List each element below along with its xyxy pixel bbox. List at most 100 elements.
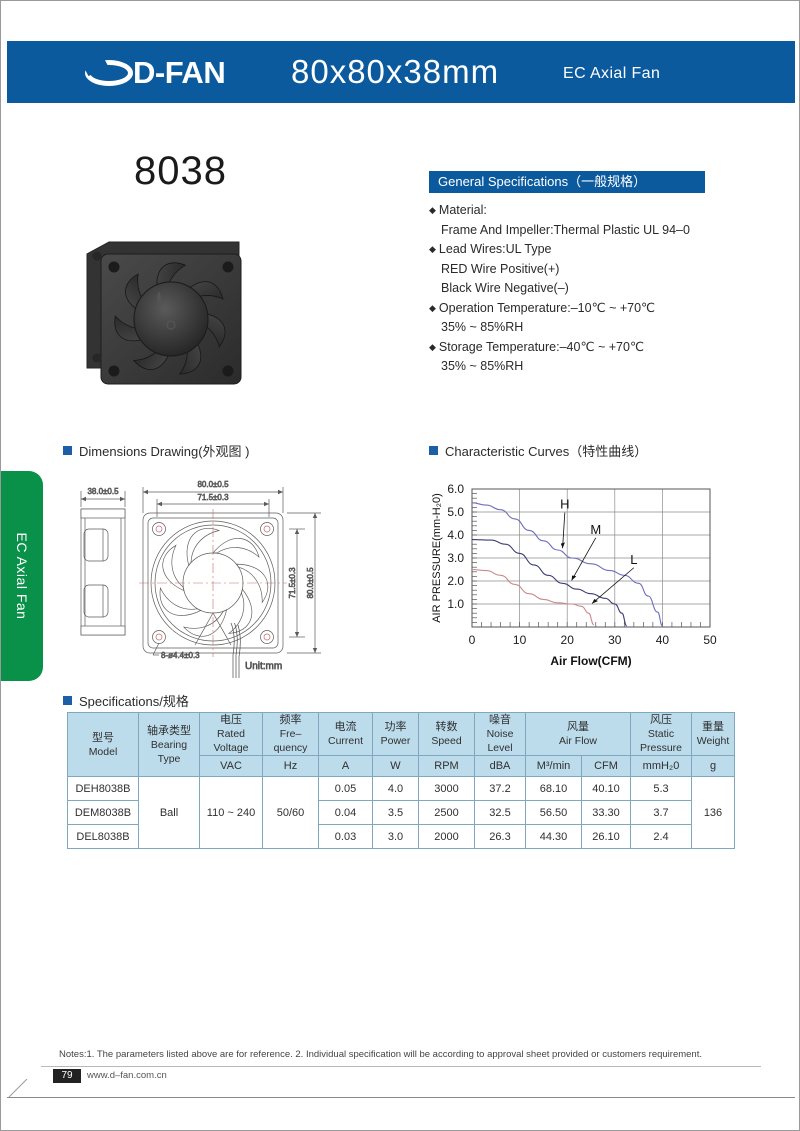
specifications-table: 型号 Model 轴承类型 Bearing Type 电压 Rated Voltage 频率 Fr… [67,712,735,849]
dim-side-width: 38.0±0.5 [87,487,119,496]
cell-frequency: 50/60 [262,776,319,849]
side-tab-label: EC Axial Fan [14,532,30,620]
cell-current: 0.03 [318,824,373,849]
x-tick-label: 10 [513,633,527,647]
general-specifications-title: General Specifications（一般规格） [429,171,705,193]
column-header: 转数 Speed [418,712,475,756]
diamond-bullet-icon: ◆ [429,302,436,313]
curve-label-h: H [560,497,569,512]
column-header: 噪音 Noise Level [474,712,526,756]
curve-m [471,539,628,627]
cell-noise: 37.2 [474,776,526,801]
general-spec-text: Frame And Impeller:Thermal Plastic UL 94… [441,222,690,237]
column-unit: Hz [262,755,319,777]
column-header: 电压 Rated Voltage [199,712,263,756]
column-header: 重量 Weight [691,712,735,756]
x-tick-label: 0 [469,633,476,647]
diamond-bullet-icon: ◆ [429,244,436,254]
general-specifications-body: ◆ Material: Frame And Impeller:Thermal Pla… [429,201,759,377]
cell-weight: 136 [691,776,735,849]
curve-label-l: L [630,552,637,567]
dimensions-section-heading: Dimensions Drawing(外观图 ) [63,441,249,460]
diamond-bullet-icon: ◆ [429,341,436,352]
unit-row: VAC Hz A W RPM dBA M³/min CFM mmH₂0 g [68,755,735,777]
characteristic-curves-chart: 1.0 2.0 3.0 4.0 5.0 6.0 0 10 20 30 40 50 H M L Air Flow… [426,475,726,675]
y-tick-label: 2.0 [447,574,464,588]
leader-line [562,512,566,549]
cell-airflow-m3min: 56.50 [525,800,582,825]
side-tab-ec-axial-fan: EC Axial Fan [1,471,43,681]
dim-outer-width: 80.0±0.5 [197,480,229,489]
column-unit: VAC [199,755,263,777]
general-spec-line: Black Wire Negative(–) [429,279,759,299]
cell-current: 0.04 [318,800,373,825]
specifications-section-heading: Specifications/规格 [63,691,189,710]
cell-rated-voltage: 110 ~ 240 [199,776,263,849]
general-spec-text: Operation Temperature:–10℃ ~ +70℃ [438,300,656,315]
cell-noise: 32.5 [474,800,526,825]
general-spec-line: ◆ Material: [429,201,759,221]
column-unit: dBA [474,755,526,777]
curves-section-heading: Characteristic Curves（特性曲线） [429,441,647,460]
column-header: 轴承类型 Bearing Type [138,712,200,777]
cell-noise: 26.3 [474,824,526,849]
bottom-rule [7,1097,795,1098]
dim-hole-pitch-vertical: 71.5±0.3 [288,567,297,599]
cell-airflow-cfm: 40.10 [581,776,631,801]
table-row: DEM8038B 0.04 3.5 2500 32.5 56.50 33.30 3.7 [67,800,735,825]
column-unit: g [691,755,735,777]
leader-arrow [571,575,577,581]
x-tick-label: 30 [608,633,622,647]
y-axis-label: AIR PRESSURE(mm-H₂0) [431,493,443,623]
bullet-square-icon [63,696,72,705]
column-header: 型号 Model [67,712,139,777]
leader-line [591,567,635,604]
general-spec-text: Storage Temperature:–40℃ ~ +70℃ [438,339,644,354]
x-tick-label: 50 [703,633,717,647]
brand-logo: D-FAN [80,49,226,90]
cell-model: DEL8038B [67,824,139,849]
cell-airflow-m3min: 68.10 [525,776,582,801]
column-header: 频率 Fre– quency [262,712,319,756]
bullet-square-icon [63,446,72,455]
table-row: DEL8038B 0.03 3.0 2000 26.3 44.30 26.10 2.4 [67,824,735,849]
general-spec-line: ◆ Operation Temperature:–10℃ ~ +70℃ [429,299,759,319]
table-body: DEH8038B Ball 110 ~ 240 50/60 0.05 4.0 3000 37.… [67,776,735,849]
x-tick-label: 40 [656,633,670,647]
table-row: DEH8038B Ball 110 ~ 240 50/60 0.05 4.0 3000 37.… [67,776,735,849]
general-spec-text: RED Wire Positive(+) [441,261,560,276]
table-header: 型号 Model 轴承类型 Bearing Type 电压 Rated Voltage 频率 Fr… [67,712,735,777]
diamond-bullet-icon: ◆ [429,205,436,215]
dimensions-drawing: 38.0±0.5 80.0±0.5 [63,473,383,678]
column-unit: M³/min [525,755,582,777]
column-header: 风量 Air Flow [525,712,631,756]
general-spec-line: RED Wire Positive(+) [429,260,759,280]
cell-airflow-m3min: 44.30 [525,824,582,849]
x-tick-label: 20 [561,633,575,647]
general-spec-text: Lead Wires:UL Type [438,242,552,256]
cell-static-pressure: 2.4 [630,824,692,849]
cell-static-pressure: 5.3 [630,776,692,801]
footer-divider [41,1066,761,1067]
x-axis-label: Air Flow(CFM) [550,654,631,668]
general-spec-text: 35% ~ 85%RH [441,359,524,373]
general-spec-text: Black Wire Negative(–) [441,281,569,295]
column-unit: W [372,755,419,777]
cell-power: 4.0 [372,776,419,801]
cell-static-pressure: 3.7 [630,800,692,825]
specifications-heading-label: Specifications/规格 [79,694,189,709]
leader-line [571,537,597,581]
dim-hole-pitch: 71.5±0.3 [197,493,229,502]
curves-heading-label: Characteristic Curves（特性曲线） [445,444,648,459]
general-spec-line: Frame And Impeller:Thermal Plastic UL 94… [429,221,759,241]
website-url: www.d–fan.com.cn [87,1070,167,1081]
bullet-square-icon [429,446,438,455]
cell-current: 0.05 [318,776,373,801]
header-band [7,41,795,103]
cell-power: 3.5 [372,800,419,825]
general-spec-text: 35% ~ 85%RH [441,320,524,334]
corner-diagonal-mark [8,1079,28,1098]
logo-text: D-FAN [133,55,226,90]
curve-l [471,568,595,626]
column-header: 功率 Power [372,712,419,756]
